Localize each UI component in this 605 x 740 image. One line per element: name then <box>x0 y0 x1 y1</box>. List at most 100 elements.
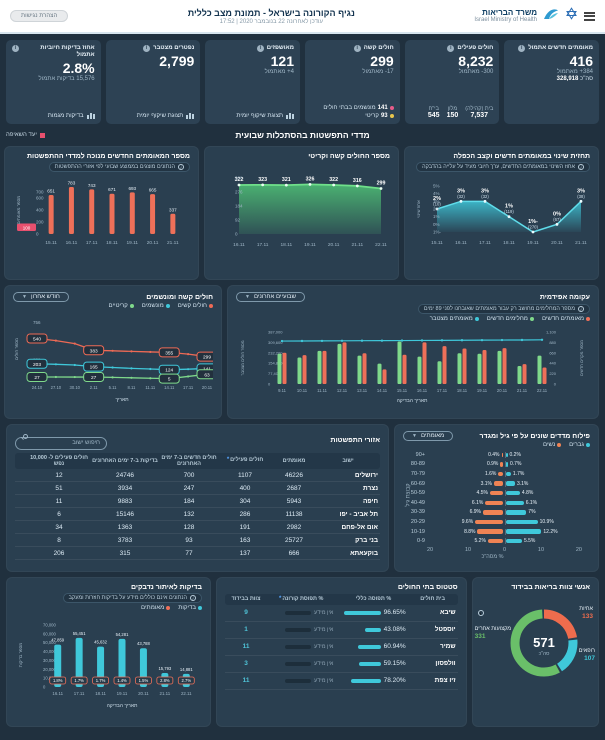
svg-text:20.11: 20.11 <box>551 240 563 246</box>
svg-text:880: 880 <box>549 340 556 345</box>
kpi-card-new-confirmed: מאומתים חדשים אתמול i 416 384+ מאתמול סה"כ 3… <box>504 40 599 124</box>
pyramid-row: 60-69 3.1% 3.1% <box>403 479 582 489</box>
svg-text:30,000: 30,000 <box>43 658 56 663</box>
bar <box>170 213 176 234</box>
legend-item: נשים <box>543 442 562 448</box>
bar-chart-icon <box>86 113 95 119</box>
spread-table-row[interactable]: אום אל-פחם 2982 191 128 1363 34 <box>15 521 380 535</box>
svg-text:232,200: 232,200 <box>268 350 283 355</box>
svg-text:16.11: 16.11 <box>455 240 467 246</box>
confirmed-bar <box>402 354 407 384</box>
legend-item: מאומתים מצטבר <box>430 316 479 322</box>
svg-text:0%: 0% <box>553 211 561 217</box>
svg-text:19.11: 19.11 <box>527 240 539 246</box>
svg-text:3%: 3% <box>433 199 440 204</box>
pyramid-row: 90+ 0.4% 0.2% <box>403 450 582 460</box>
hospital-table-row[interactable]: וולפסון 59.15% אין מידע 3 <box>225 656 458 673</box>
svg-text:21.11: 21.11 <box>517 388 528 393</box>
info-icon[interactable]: i <box>518 45 526 52</box>
spread-table-row[interactable]: בוקעאתא 666 137 77 315 206 <box>15 547 380 561</box>
svg-text:299: 299 <box>203 355 211 361</box>
menu-icon[interactable] <box>584 11 595 21</box>
svg-text:16.11: 16.11 <box>233 242 245 248</box>
chart-note: i אחוז השינוי במאומתים החדשים, ערך חיובי … <box>416 162 590 172</box>
svg-text:5: 5 <box>168 377 171 383</box>
svg-text:אחוז שינוי: אחוז שינוי <box>416 200 421 218</box>
bar <box>89 189 95 234</box>
epidemic-range-dropdown[interactable]: שבועיים אחרונים ▼ <box>236 292 306 302</box>
pct-box <box>177 676 195 685</box>
legend-item: מחלימים חדשים <box>487 316 534 322</box>
info-icon: i <box>578 164 584 170</box>
info-icon[interactable]: i <box>353 45 361 52</box>
accessibility-button[interactable]: הצהרת נגישות <box>10 10 69 22</box>
svg-text:100: 100 <box>23 225 31 230</box>
info-icon[interactable]: i <box>256 45 264 52</box>
hospital-table-row[interactable]: שמיר 60.94% אין מידע 11 <box>225 639 458 656</box>
hospital-table-row[interactable]: שיבא 96.65% אין מידע 9 <box>225 605 458 622</box>
weekly-section-header: מדדי התפשטות בהסתכלות שבועית יעד השאיפה <box>6 129 599 141</box>
svg-text:124: 124 <box>165 368 173 374</box>
svg-text:355: 355 <box>165 350 173 356</box>
kpi-breakdown: בית (קהילה) 7,537 מלון 150 בי"ח 545 <box>427 106 494 119</box>
search-input[interactable] <box>15 436 107 450</box>
severe-legend: חולים קשים מונשמים קריטיים <box>13 303 213 309</box>
staff-donut-chart: 571 סה"כ <box>481 597 590 694</box>
svg-text:מספר חולים: מספר חולים <box>14 338 19 360</box>
svg-text:(10): (10) <box>433 202 441 207</box>
value-box <box>83 345 105 356</box>
donut-label-other: מקצועות אחרים 331 <box>474 626 512 640</box>
table-header: בית חולים% תפוסה כללי% תפוסת קורונה* צוות… <box>225 594 458 605</box>
spread-table-row[interactable]: ירושלים 46226 1107 700 24746 12 <box>15 469 380 483</box>
svg-text:60,000: 60,000 <box>43 631 56 636</box>
bar <box>68 187 74 234</box>
svg-text:מספר חולים מצטבר: מספר חולים מצטבר <box>240 340 245 375</box>
chart-note: i הנתונים מוצגים בממוצע שבועי לפי אזורי ה… <box>48 162 190 172</box>
svg-text:14.11: 14.11 <box>164 385 175 390</box>
svg-text:0: 0 <box>235 232 238 237</box>
svg-text:18.11: 18.11 <box>281 242 293 248</box>
spread-table-row[interactable]: תל אביב - יפו 11138 286 132 15146 6 <box>15 508 380 522</box>
svg-text:14.11: 14.11 <box>377 388 388 393</box>
confirmed-bar <box>322 350 327 384</box>
target-square-icon <box>39 132 45 138</box>
svg-text:3%: 3% <box>577 188 585 194</box>
chart-note: i הנתונים אינם כוללים מידע על בדיקות חוזר… <box>62 593 202 603</box>
hospital-table-row[interactable]: יוספטל 43.08% אין מידע 1 <box>225 622 458 639</box>
pyramid-metric-dropdown[interactable]: מאומתים ▼ <box>403 431 454 441</box>
info-icon[interactable]: i <box>477 610 484 616</box>
kpi-link[interactable]: תצוגת שיקוף יומית <box>211 112 294 119</box>
svg-text:21.11: 21.11 <box>575 240 587 246</box>
svg-text:(67): (67) <box>553 217 561 222</box>
svg-text:184: 184 <box>235 204 243 209</box>
svg-text:(38): (38) <box>577 194 585 199</box>
bar <box>118 638 126 687</box>
age-pyramid-chart: 90+ 0.4% 0.2% 80-89 0.9% 0.7% 70-79 1.6%… <box>403 450 582 546</box>
recovered-bar <box>277 353 282 384</box>
spread-table-row[interactable]: נצרת 2687 400 247 3934 51 <box>15 482 380 496</box>
info-icon[interactable]: i <box>143 45 151 52</box>
kpi-link[interactable]: בדיקות מגמות <box>12 112 95 119</box>
pyramid-row: 10-19 8.8% 12.2% <box>403 527 582 537</box>
svg-text:154,800: 154,800 <box>268 361 283 366</box>
severe-range-dropdown[interactable]: חודש אחרון ▼ <box>13 292 69 302</box>
svg-text:651: 651 <box>47 188 55 193</box>
kpi-card-severe-patients: חולים קשה i 299 17- מאתמול 141 מונשמים בבתי ח… <box>304 40 400 124</box>
target-legend: יעד השאיפה <box>6 132 45 138</box>
recovered-bar <box>297 357 302 384</box>
spread-table-row[interactable]: בני ברק 25727 163 93 3783 8 <box>15 534 380 548</box>
kpi-link[interactable]: תצוגת שיקוף יומית <box>112 112 195 119</box>
svg-text:17.11: 17.11 <box>183 385 194 390</box>
hospital-table-row[interactable]: זיו צפת 78.20% אין מידע 11 <box>225 673 458 690</box>
pct-box <box>70 676 88 685</box>
svg-text:0: 0 <box>43 685 46 690</box>
svg-text:16.11: 16.11 <box>66 240 78 246</box>
svg-text:20.11: 20.11 <box>202 385 213 390</box>
info-icon[interactable]: i <box>447 45 455 52</box>
table-header: ישוב מאומתים חולים פעילים* חולים חדשים ב-7 … <box>15 452 380 470</box>
kpi-value: 2.8% <box>62 59 95 76</box>
svg-text:19.11: 19.11 <box>304 242 316 248</box>
spread-table-row[interactable]: חיפה 5943 304 184 9883 11 <box>15 495 380 509</box>
svg-text:17.11: 17.11 <box>479 240 491 246</box>
info-icon[interactable]: i <box>11 45 19 52</box>
